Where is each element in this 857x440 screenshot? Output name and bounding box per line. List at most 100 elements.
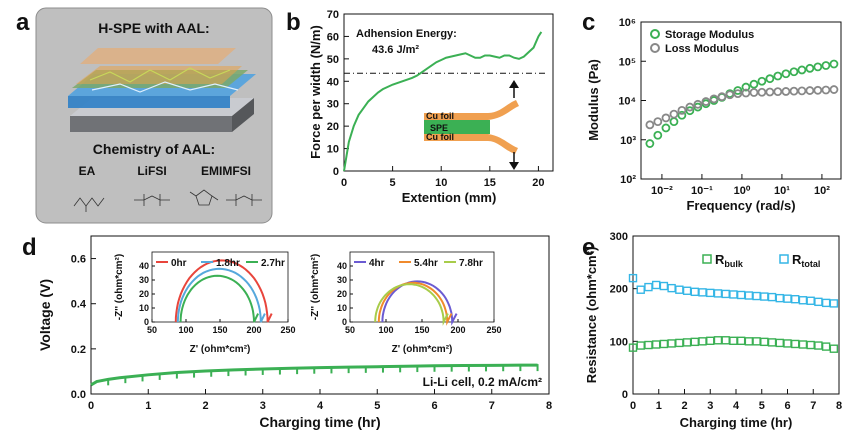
panel-a-chem-title: Chemistry of AAL: (93, 141, 215, 157)
inset1-legend: 0hr 1.8hr 2.7hr (156, 258, 285, 269)
panel-e-legend: Rbulk Rtotal (702, 252, 820, 269)
storage-modulus-point (645, 139, 655, 148)
c-ytick-label: 10⁵ (619, 56, 636, 68)
rtotal-point (729, 290, 738, 299)
panel-e-axis-ticks: 0 1 2 3 4 5 6 7 8 0 100 200 300 (610, 231, 842, 412)
loss-modulus-point (725, 90, 735, 100)
d-xtick-label: 3 (260, 400, 266, 412)
rtotal-point (636, 285, 645, 294)
panel-c-ylabel: Modulus (Pa) (586, 59, 601, 141)
peel-test-inset: Cu foil SPE Cu foil (424, 80, 519, 170)
inset-legend-label: 0hr (171, 258, 187, 269)
nyquist-curve (377, 281, 453, 326)
rbulk-point (675, 338, 684, 348)
loss-modulus-point (765, 87, 775, 97)
loss-modulus-point (733, 89, 743, 98)
nyquist-curve (174, 259, 273, 323)
inset-xtick-label: 250 (280, 325, 295, 335)
rbulk-point (636, 341, 645, 350)
e-xtick-label: 7 (810, 400, 816, 412)
inset2-nyquist-curves (374, 280, 458, 326)
d-ytick-label: 0.0 (71, 389, 86, 401)
inset-ytick-label: 30 (139, 275, 149, 285)
legend-label-rtotal: Rtotal (792, 252, 820, 269)
loss-modulus-point (717, 92, 727, 102)
rbulk-point (744, 337, 754, 346)
panel-c-letter: c (582, 9, 595, 36)
panel-a: a H-SPE with AAL: Chemistry of AAL: EA L… (16, 7, 273, 224)
inset1-nyquist-curves (174, 259, 273, 323)
inset-xtick-label: 100 (178, 325, 193, 335)
rbulk-point (644, 340, 653, 350)
loss-modulus-point (709, 94, 719, 104)
inset-legend-label: 5.4hr (414, 258, 438, 269)
panel-c-markers (645, 59, 839, 148)
adhesion-annotation: Adhension Energy: (356, 28, 457, 40)
b-ytick-label: 50 (327, 54, 339, 66)
panel-b-letter: b (286, 9, 301, 36)
storage-modulus-point (781, 69, 791, 79)
inset-ytick-label: 10 (337, 303, 347, 313)
chem-name-emimfsi: EMIMFSI (201, 164, 251, 178)
storage-modulus-point (749, 79, 759, 89)
rbulk-point (667, 339, 676, 348)
inset-label-spe: SPE (430, 123, 448, 133)
rtotal-point (814, 297, 823, 307)
c-ytick-label: 10³ (620, 135, 636, 147)
storage-modulus-point (669, 117, 679, 127)
rtotal-point (791, 295, 800, 304)
rbulk-point (721, 336, 730, 345)
b-ytick-label: 20 (327, 121, 339, 133)
rtotal-point (682, 286, 692, 295)
panel-a-title: H-SPE with AAL: (98, 20, 209, 36)
inset-xtick-label: 50 (345, 325, 355, 335)
panel-d-xlabel: Charging time (hr) (259, 414, 380, 430)
b-ytick-label: 70 (327, 9, 339, 21)
c-xtick-label: 10⁻¹ (691, 185, 713, 197)
b-xtick-label: 0 (341, 177, 347, 189)
e-xtick-label: 8 (836, 400, 842, 412)
loss-modulus-point (653, 117, 663, 127)
e-xtick-label: 5 (759, 400, 765, 412)
inset2-legend: 4hr 5.4hr 7.8hr (354, 258, 483, 269)
b-xtick-label: 15 (484, 177, 496, 189)
inset-label-cu-foil-bottom: Cu foil (426, 132, 454, 142)
inset2-ylabel: -Z'' (ohm*cm²) (310, 254, 321, 320)
loss-modulus-point (821, 85, 831, 95)
panel-e: e 0 1 2 3 4 5 6 7 8 0 100 200 300 Rbulk Rtotal Charg… (582, 231, 842, 430)
loss-modulus-point (757, 87, 767, 97)
rbulk-point (659, 339, 669, 349)
b-xtick-label: 5 (390, 177, 396, 189)
rbulk-point (698, 337, 707, 346)
rbulk-point (736, 336, 746, 346)
b-ytick-label: 10 (327, 144, 339, 156)
rbulk-point (767, 338, 777, 347)
rbulk-point (628, 343, 638, 352)
rtotal-point (752, 291, 761, 301)
panel-b-axis-ticks: 0 5 10 15 20 0 10 20 30 40 50 60 70 (327, 9, 545, 189)
rbulk-point (798, 340, 808, 349)
rbulk-point (775, 338, 784, 348)
nyquist-curve (176, 267, 266, 323)
storage-modulus-point (741, 82, 751, 92)
storage-modulus-point (653, 130, 663, 140)
rtotal-point (744, 291, 754, 300)
inset1-axis-ticks: 50 100 150 200 250 0 10 20 30 40 (139, 261, 296, 335)
rtotal-point (644, 282, 653, 292)
storage-modulus-point (693, 102, 703, 112)
rtotal-point (760, 292, 769, 301)
storage-modulus-point (789, 67, 799, 77)
e-xtick-label: 2 (681, 400, 687, 412)
inset-legend-label: 7.8hr (459, 258, 483, 269)
b-xtick-label: 10 (435, 177, 447, 189)
loss-modulus-point (741, 88, 751, 98)
rtotal-point (821, 298, 831, 308)
rtotal-point (736, 290, 746, 300)
panel-b: b 0 5 10 15 20 0 10 20 30 40 50 60 70 Adhension Ener… (286, 9, 554, 205)
d-xtick-label: 1 (145, 400, 151, 412)
panel-a-letter: a (16, 9, 30, 36)
nyquist-curve (374, 283, 449, 326)
panel-c-axis-ticks: 10⁻² 10⁻¹ 10⁰ 10¹ 10² 10² 10³ 10⁴ 10⁵ 10⁶ (618, 17, 830, 197)
loss-modulus-point (789, 86, 799, 96)
loss-modulus-point (661, 113, 671, 123)
